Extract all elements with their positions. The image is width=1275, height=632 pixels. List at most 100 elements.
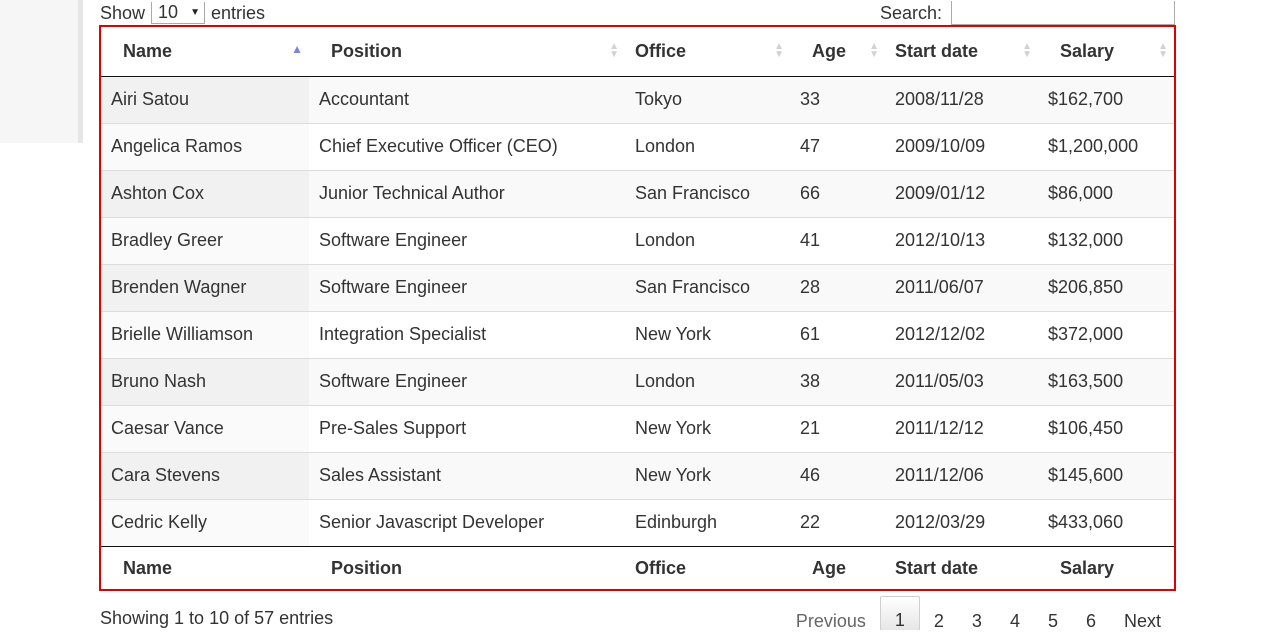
entries-select[interactable]: 10 ▼ [151, 2, 206, 24]
chevron-down-icon: ▼ [190, 7, 201, 18]
column-label: Start date [895, 40, 979, 61]
data-table: Name ▲ Position ▲ ▼ Office ▲ ▼ Age ▲ ▼ Star… [101, 27, 1174, 590]
column-header-start-date[interactable]: Start date ▲ ▼ [885, 27, 1038, 77]
table-info: Showing 1 to 10 of 57 entries [100, 608, 334, 628]
position-cell: Integration Specialist [309, 310, 625, 358]
pagination-page-3[interactable]: 3 [971, 611, 982, 631]
name-cell: Cedric Kelly [101, 498, 309, 546]
table-row: Cara Stevens Sales Assistant New York 46… [101, 451, 1174, 499]
position-cell: Pre-Sales Support [309, 404, 625, 452]
salary-cell: $1,200,000 [1038, 122, 1174, 170]
start-date-cell: 2012/12/02 [885, 310, 1038, 358]
name-cell: Ashton Cox [101, 169, 309, 217]
office-cell: New York [625, 451, 790, 499]
start-date-cell: 2009/10/09 [885, 122, 1038, 170]
search-label: Search: [879, 2, 942, 23]
name-cell: Angelica Ramos [101, 122, 309, 170]
position-cell: Sales Assistant [309, 451, 625, 499]
start-date-cell: 2011/12/06 [885, 451, 1038, 499]
start-date-cell: 2008/11/28 [885, 76, 1038, 123]
pagination-page-2[interactable]: 2 [933, 611, 944, 631]
table-row: Airi Satou Accountant Tokyo 33 2008/11/2… [101, 76, 1174, 123]
age-cell: 66 [790, 169, 885, 217]
age-cell: 28 [790, 263, 885, 311]
pagination-page-4[interactable]: 4 [1009, 611, 1020, 631]
table-bottom-controls: Showing 1 to 10 of 57 entries Previous 1… [100, 596, 1175, 631]
entries-length-control: Show 10 ▼ entries [100, 0, 265, 26]
footer-label-age: Age [790, 545, 885, 590]
table-footer: Name Position Office Age Start date Sala… [101, 545, 1174, 590]
position-cell: Chief Executive Officer (CEO) [309, 122, 625, 170]
table-row: Ashton Cox Junior Technical Author San F… [101, 169, 1174, 217]
column-header-name[interactable]: Name ▲ [101, 27, 309, 77]
salary-cell: $106,450 [1038, 404, 1174, 452]
start-date-cell: 2009/01/12 [885, 169, 1038, 217]
age-cell: 41 [790, 216, 885, 264]
start-date-cell: 2012/03/29 [885, 498, 1038, 546]
position-cell: Accountant [309, 76, 625, 123]
office-cell: Edinburgh [625, 498, 790, 546]
age-cell: 47 [790, 122, 885, 170]
table-header: Name ▲ Position ▲ ▼ Office ▲ ▼ Age ▲ ▼ Star… [101, 27, 1174, 77]
name-cell: Cara Stevens [101, 451, 309, 499]
start-date-cell: 2011/06/07 [885, 263, 1038, 311]
pagination-previous-button[interactable]: Previous [795, 611, 866, 631]
highlighted-data-table: Name ▲ Position ▲ ▼ Office ▲ ▼ Age ▲ ▼ Star… [99, 25, 1176, 591]
search-control: Search: [880, 0, 1175, 26]
salary-cell: $162,700 [1038, 76, 1174, 123]
pagination-page-1[interactable]: 1 [879, 596, 920, 630]
column-label: Age [812, 40, 847, 61]
entries-label: entries [211, 2, 266, 23]
position-cell: Software Engineer [309, 216, 625, 264]
salary-cell: $132,000 [1038, 216, 1174, 264]
pagination-page-6[interactable]: 6 [1085, 611, 1096, 631]
column-header-age[interactable]: Age ▲ ▼ [790, 27, 885, 77]
salary-cell: $145,600 [1038, 451, 1174, 499]
name-cell: Caesar Vance [101, 404, 309, 452]
name-cell: Airi Satou [101, 76, 309, 123]
age-cell: 22 [790, 498, 885, 546]
column-header-salary[interactable]: Salary ▲ ▼ [1038, 27, 1174, 77]
pagination: Previous 1 2 3 4 5 6 Next [782, 596, 1175, 632]
column-label: Salary [1060, 40, 1115, 61]
search-input[interactable] [951, 1, 1175, 25]
table-row: Cedric Kelly Senior Javascript Developer… [101, 498, 1174, 546]
table-row: Bruno Nash Software Engineer London 38 2… [101, 357, 1174, 405]
age-cell: 33 [790, 76, 885, 123]
footer-label-name: Name [101, 545, 309, 590]
salary-cell: $86,000 [1038, 169, 1174, 217]
footer-label-office: Office [625, 545, 790, 590]
position-cell: Software Engineer [309, 357, 625, 405]
table-row: Bradley Greer Software Engineer London 4… [101, 216, 1174, 264]
table-top-controls: Show 10 ▼ entries Search: [100, 0, 1175, 26]
column-label: Office [635, 40, 687, 61]
pagination-next-button[interactable]: Next [1123, 611, 1161, 631]
salary-cell: $372,000 [1038, 310, 1174, 358]
position-cell: Senior Javascript Developer [309, 498, 625, 546]
age-cell: 61 [790, 310, 885, 358]
footer-label-salary: Salary [1038, 545, 1174, 590]
position-cell: Software Engineer [309, 263, 625, 311]
name-cell: Bradley Greer [101, 216, 309, 264]
name-cell: Brielle Williamson [101, 310, 309, 358]
pagination-page-5[interactable]: 5 [1047, 611, 1058, 631]
sort-both-icon: ▲ ▼ [869, 41, 879, 61]
table-row: Brielle Williamson Integration Specialis… [101, 310, 1174, 358]
footer-label-position: Position [309, 545, 625, 590]
start-date-cell: 2012/10/13 [885, 216, 1038, 264]
office-cell: San Francisco [625, 169, 790, 217]
column-header-office[interactable]: Office ▲ ▼ [625, 27, 790, 77]
column-header-position[interactable]: Position ▲ ▼ [309, 27, 625, 77]
table-row: Angelica Ramos Chief Executive Officer (… [101, 122, 1174, 170]
sort-both-icon: ▲ ▼ [1158, 41, 1168, 61]
table-body: Airi Satou Accountant Tokyo 33 2008/11/2… [101, 76, 1174, 546]
sort-both-icon: ▲ ▼ [774, 41, 784, 61]
left-panel [0, 0, 83, 143]
table-row: Caesar Vance Pre-Sales Support New York … [101, 404, 1174, 452]
office-cell: London [625, 122, 790, 170]
start-date-cell: 2011/12/12 [885, 404, 1038, 452]
column-label: Position [331, 40, 402, 61]
age-cell: 21 [790, 404, 885, 452]
name-cell: Bruno Nash [101, 357, 309, 405]
salary-cell: $433,060 [1038, 498, 1174, 546]
